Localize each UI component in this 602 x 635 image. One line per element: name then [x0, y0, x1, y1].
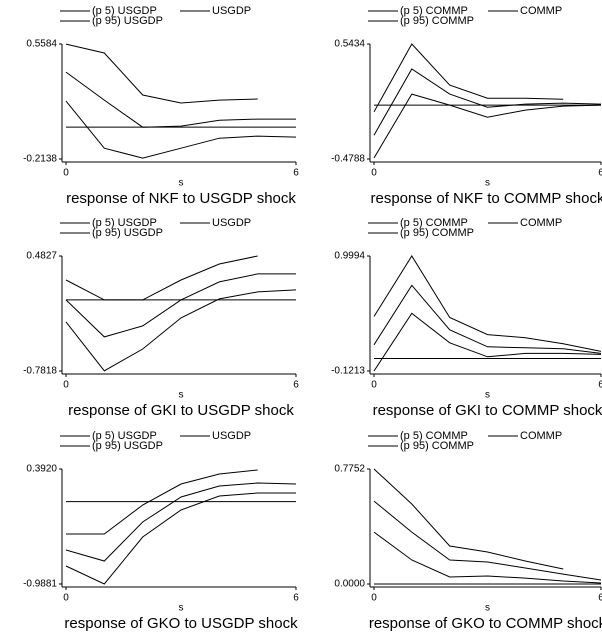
series-line: [373, 531, 602, 584]
x-tick-label: 0: [371, 168, 377, 179]
x-tick-label: 6: [598, 380, 602, 391]
series-line: [65, 492, 296, 585]
legend-label: USGDP: [212, 217, 251, 229]
y-tick-label: 0.5434: [334, 39, 365, 50]
legend-label: USGDP: [212, 430, 251, 442]
y-tick-label: 0.5584: [26, 39, 57, 50]
legend-label: (p 95) COMMP: [400, 440, 474, 452]
chart-title: response of GKI to COMMP shock: [373, 402, 602, 419]
legend-label: (p 95) COMMP: [400, 15, 474, 27]
legend-label: COMMP: [520, 430, 562, 442]
series-line: [65, 100, 297, 159]
series-line: [65, 273, 296, 338]
x-axis-label: s: [485, 178, 490, 189]
legend-label: (p 5) USGDP: [92, 430, 157, 442]
series-line: [373, 312, 602, 372]
chart-title: response of GKI to USGDP shock: [68, 402, 294, 419]
legend-label: (p 5) USGDP: [92, 5, 157, 17]
x-tick-label: 0: [371, 380, 377, 391]
series-line: [65, 71, 296, 128]
legend-label: USGDP: [212, 5, 251, 17]
chart-title: response of GKO to COMMP shock: [369, 615, 602, 632]
y-tick-label: -0.2138: [23, 154, 57, 165]
legend-label: (p 95) COMMP: [400, 227, 474, 239]
series-line: [373, 68, 602, 136]
series-line: [65, 43, 258, 104]
series-line: [373, 93, 602, 159]
x-axis-label: s: [485, 390, 490, 401]
series-line: [65, 289, 297, 372]
series-line: [373, 500, 602, 581]
x-tick-label: 0: [63, 593, 69, 604]
x-tick-label: 0: [63, 380, 69, 391]
series-line: [373, 468, 564, 570]
chart-title: response of GKO to USGDP shock: [64, 615, 298, 632]
y-tick-label: -0.7818: [23, 366, 57, 377]
x-tick-label: 0: [371, 593, 377, 604]
series-line: [373, 284, 602, 354]
y-tick-label: 0.0000: [334, 579, 365, 590]
y-tick-label: 0.7752: [334, 464, 365, 475]
legend-label: (p 5) COMMP: [400, 430, 468, 442]
y-tick-label: -0.4788: [331, 154, 365, 165]
legend-label: (p 5) COMMP: [400, 217, 468, 229]
legend-label: (p 95) USGDP: [92, 15, 163, 27]
legend-label: (p 5) USGDP: [92, 217, 157, 229]
y-tick-label: -0.1213: [331, 366, 365, 377]
x-tick-label: 6: [598, 168, 602, 179]
legend-label: (p 95) USGDP: [92, 227, 163, 239]
series-line: [65, 255, 258, 301]
x-axis-label: s: [485, 603, 490, 614]
series-line: [66, 469, 258, 535]
y-tick-label: -0.9881: [23, 579, 57, 590]
x-axis-label: s: [179, 178, 184, 189]
x-tick-label: 6: [293, 593, 299, 604]
legend-label: COMMP: [520, 5, 562, 17]
x-tick-label: 6: [293, 380, 299, 391]
y-tick-label: 0.3920: [26, 464, 57, 475]
y-tick-label: 0.4827: [26, 251, 57, 262]
x-tick-label: 6: [293, 168, 299, 179]
legend-label: (p 5) COMMP: [400, 5, 468, 17]
series-line: [65, 482, 297, 562]
x-tick-label: 0: [63, 168, 69, 179]
series-line: [373, 43, 564, 113]
legend-label: COMMP: [520, 217, 562, 229]
series-line: [373, 255, 602, 352]
x-axis-label: s: [179, 390, 184, 401]
chart-title: response of NKF to USGDP shock: [66, 190, 296, 207]
x-tick-label: 6: [598, 593, 602, 604]
chart-title: response of NKF to COMMP shock: [371, 190, 602, 207]
x-axis-label: s: [179, 603, 184, 614]
legend-label: (p 95) USGDP: [92, 440, 163, 452]
y-tick-label: 0.9994: [334, 251, 365, 262]
